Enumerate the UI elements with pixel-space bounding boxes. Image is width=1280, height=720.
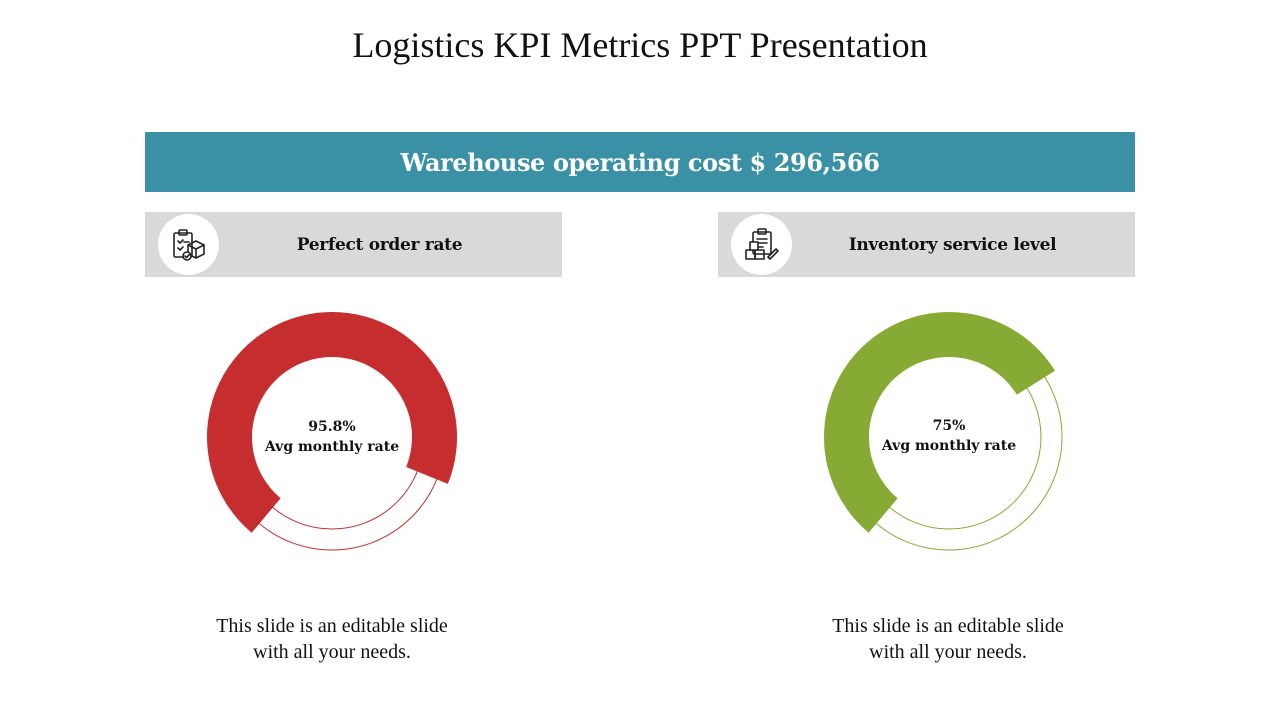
card-label: Perfect order rate xyxy=(296,234,463,255)
donut-center-label: 95.8% Avg monthly rate xyxy=(232,417,432,457)
clipboard-box-check-icon xyxy=(158,214,219,275)
card-caption: This slide is an editable slide with all… xyxy=(172,613,492,665)
donut-value: 95.8% xyxy=(308,419,356,435)
caption-line-1: This slide is an editable slide xyxy=(216,615,448,637)
perfect-order-rate-donut xyxy=(207,312,457,551)
clipboard-inventory-boxes-icon xyxy=(731,214,792,275)
donut-value-arc xyxy=(824,312,1055,533)
card-label: Inventory service level xyxy=(848,234,1057,255)
inventory-service-level-donut xyxy=(824,312,1063,551)
caption-line-2: with all your needs. xyxy=(869,641,1027,663)
card-caption: This slide is an editable slide with all… xyxy=(788,613,1108,665)
caption-line-1: This slide is an editable slide xyxy=(832,615,1064,637)
donut-center-label: 75% Avg monthly rate xyxy=(849,416,1049,456)
banner-text: Warehouse operating cost $ 296,566 xyxy=(400,147,880,177)
warehouse-cost-banner: Warehouse operating cost $ 296,566 xyxy=(145,132,1135,192)
inventory-service-level-header: Inventory service level xyxy=(718,212,1135,277)
slide-title: Logistics KPI Metrics PPT Presentation xyxy=(352,25,928,65)
donut-value-arc xyxy=(207,312,457,533)
donut-value: 75% xyxy=(932,418,966,434)
caption-line-2: with all your needs. xyxy=(253,641,411,663)
donut-value-label: Avg monthly rate xyxy=(881,438,1017,454)
donut-value-label: Avg monthly rate xyxy=(264,439,400,455)
perfect-order-rate-header: Perfect order rate xyxy=(145,212,562,277)
